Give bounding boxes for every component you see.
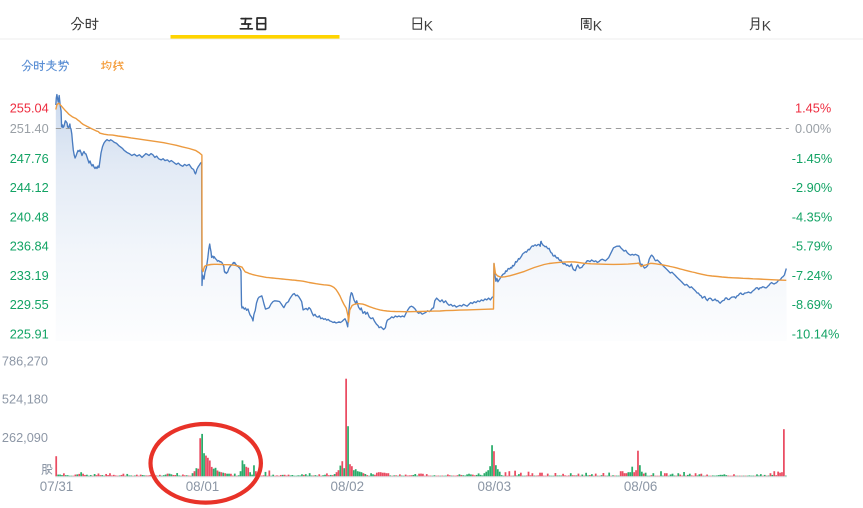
svg-text:-5.79%: -5.79%: [792, 239, 832, 254]
svg-text:08/01: 08/01: [186, 479, 220, 494]
svg-text:262,090: 262,090: [2, 430, 48, 445]
svg-text:786,270: 786,270: [2, 353, 48, 368]
svg-text:-8.69%: -8.69%: [792, 297, 832, 312]
svg-text:236.84: 236.84: [10, 239, 49, 254]
svg-text:-4.35%: -4.35%: [792, 209, 832, 224]
svg-text:244.12: 244.12: [10, 180, 49, 195]
svg-text:07/31: 07/31: [40, 479, 74, 494]
svg-text:1.45%: 1.45%: [795, 100, 831, 115]
svg-text:K: K: [762, 17, 772, 33]
svg-text:K: K: [424, 17, 434, 33]
svg-text:251.40: 251.40: [10, 121, 49, 136]
svg-text:255.04: 255.04: [10, 100, 49, 115]
svg-text:08/02: 08/02: [331, 479, 365, 494]
svg-text:K: K: [593, 17, 603, 33]
svg-text:-7.24%: -7.24%: [792, 268, 832, 283]
svg-text:-10.14%: -10.14%: [792, 327, 840, 342]
svg-text:233.19: 233.19: [10, 268, 49, 283]
svg-text:08/03: 08/03: [478, 479, 512, 494]
svg-text:247.76: 247.76: [10, 151, 49, 166]
svg-text:0.00%: 0.00%: [795, 121, 831, 136]
svg-text:-2.90%: -2.90%: [792, 180, 832, 195]
svg-text:08/06: 08/06: [624, 479, 658, 494]
svg-text:229.55: 229.55: [10, 297, 49, 312]
svg-text:-1.45%: -1.45%: [792, 151, 832, 166]
svg-text:225.91: 225.91: [10, 327, 49, 342]
svg-text:240.48: 240.48: [10, 209, 49, 224]
svg-text:524,180: 524,180: [2, 392, 48, 407]
